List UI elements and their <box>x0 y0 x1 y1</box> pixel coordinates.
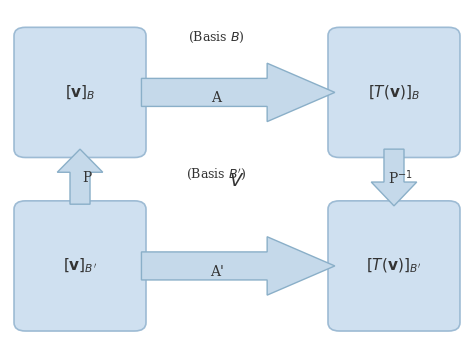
Text: A': A' <box>210 264 223 279</box>
FancyBboxPatch shape <box>14 27 146 158</box>
Text: $V$: $V$ <box>229 172 245 190</box>
Text: $[\mathbf{v}]_{B'}$: $[\mathbf{v}]_{B'}$ <box>63 257 97 275</box>
Polygon shape <box>57 149 103 204</box>
FancyBboxPatch shape <box>328 27 460 158</box>
Text: P: P <box>82 170 91 185</box>
Text: A: A <box>211 91 221 105</box>
Text: (Basis $B$): (Basis $B$) <box>188 30 245 45</box>
Text: P$^{-1}$: P$^{-1}$ <box>388 168 413 187</box>
Polygon shape <box>141 237 335 295</box>
FancyBboxPatch shape <box>14 201 146 331</box>
Polygon shape <box>141 63 335 122</box>
Text: (Basis $B'$): (Basis $B'$) <box>186 166 247 182</box>
FancyBboxPatch shape <box>328 201 460 331</box>
Polygon shape <box>371 149 417 206</box>
Text: $[\mathbf{v}]_B$: $[\mathbf{v}]_B$ <box>64 83 95 102</box>
Text: $[T(\mathbf{v})]_B$: $[T(\mathbf{v})]_B$ <box>368 83 420 102</box>
Text: $[T(\mathbf{v})]_{B'}$: $[T(\mathbf{v})]_{B'}$ <box>366 257 422 275</box>
